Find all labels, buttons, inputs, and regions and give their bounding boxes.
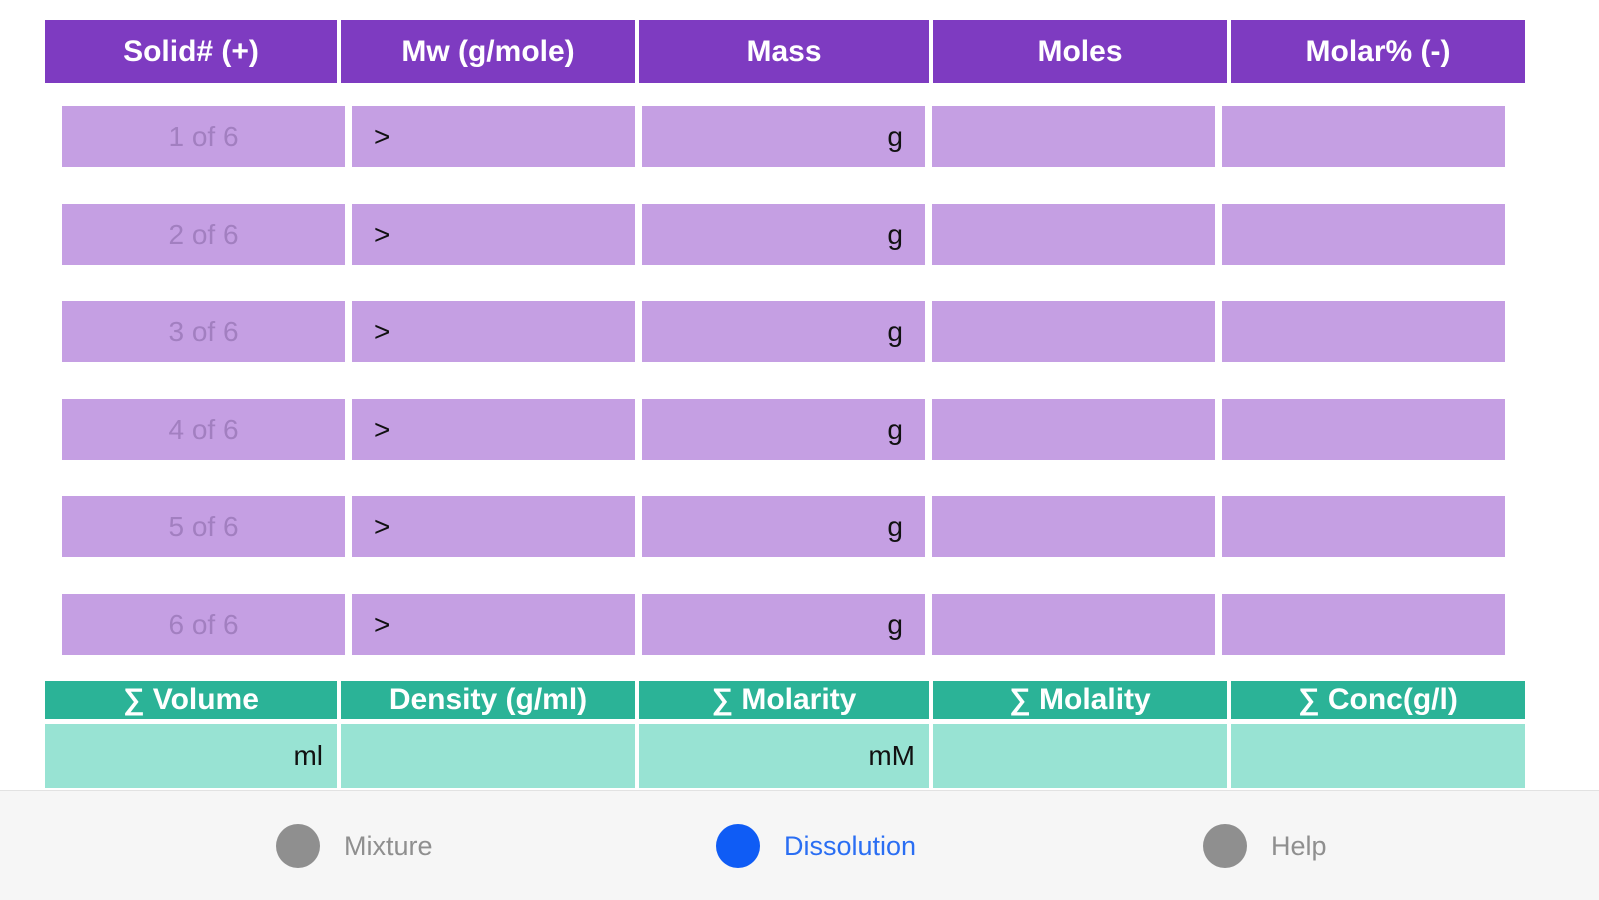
- moles-cell: [932, 204, 1215, 265]
- tab-help[interactable]: Help: [1203, 791, 1327, 900]
- molar-percent-cell: [1222, 594, 1505, 655]
- mw-input[interactable]: >: [352, 399, 635, 460]
- solid-number-cell: 1 of 6: [62, 106, 345, 167]
- circle-icon: [716, 824, 760, 868]
- summary-header-volume: ∑ Volume: [45, 681, 337, 719]
- moles-cell: [932, 594, 1215, 655]
- molality-value: [933, 724, 1227, 788]
- table-row: 3 of 6 > g: [62, 301, 1505, 362]
- molar-percent-cell: [1222, 399, 1505, 460]
- molarity-input[interactable]: mM: [639, 724, 929, 788]
- mass-input[interactable]: g: [642, 204, 925, 265]
- circle-icon: [276, 824, 320, 868]
- summary-header-density: Density (g/ml): [341, 681, 635, 719]
- molar-percent-cell: [1222, 301, 1505, 362]
- mw-input[interactable]: >: [352, 496, 635, 557]
- summary-values-row: ml mM: [45, 724, 1525, 788]
- mass-input[interactable]: g: [642, 106, 925, 167]
- table-row: 2 of 6 > g: [62, 204, 1505, 265]
- molar-percent-cell: [1222, 496, 1505, 557]
- tab-bar: Mixture Dissolution Help: [0, 790, 1599, 900]
- tab-label: Help: [1271, 830, 1327, 861]
- mw-input[interactable]: >: [352, 301, 635, 362]
- molar-percent-cell: [1222, 204, 1505, 265]
- mass-input[interactable]: g: [642, 301, 925, 362]
- solid-number-cell: 3 of 6: [62, 301, 345, 362]
- header-mass: Mass: [639, 20, 929, 83]
- tab-label: Mixture: [344, 830, 433, 861]
- header-mw: Mw (g/mole): [341, 20, 635, 83]
- solid-number-cell: 2 of 6: [62, 204, 345, 265]
- volume-input[interactable]: ml: [45, 724, 337, 788]
- solid-number-cell: 4 of 6: [62, 399, 345, 460]
- density-input[interactable]: [341, 724, 635, 788]
- tab-mixture[interactable]: Mixture: [276, 791, 433, 900]
- summary-header-molarity: ∑ Molarity: [639, 681, 929, 719]
- mass-input[interactable]: g: [642, 399, 925, 460]
- mass-input[interactable]: g: [642, 594, 925, 655]
- moles-cell: [932, 496, 1215, 557]
- molar-percent-cell: [1222, 106, 1505, 167]
- solid-number-cell: 6 of 6: [62, 594, 345, 655]
- concentration-value: [1231, 724, 1525, 788]
- table-row: 1 of 6 > g: [62, 106, 1505, 167]
- summary-header-molality: ∑ Molality: [933, 681, 1227, 719]
- moles-cell: [932, 399, 1215, 460]
- solids-header-row: Solid# (+) Mw (g/mole) Mass Moles Molar%…: [45, 20, 1525, 83]
- mw-input[interactable]: >: [352, 106, 635, 167]
- mass-input[interactable]: g: [642, 496, 925, 557]
- table-row: 6 of 6 > g: [62, 594, 1505, 655]
- tab-dissolution[interactable]: Dissolution: [716, 791, 916, 900]
- summary-header-concentration: ∑ Conc(g/l): [1231, 681, 1525, 719]
- table-row: 4 of 6 > g: [62, 399, 1505, 460]
- header-solid-number[interactable]: Solid# (+): [45, 20, 337, 83]
- header-moles: Moles: [933, 20, 1227, 83]
- table-row: 5 of 6 > g: [62, 496, 1505, 557]
- solid-number-cell: 5 of 6: [62, 496, 345, 557]
- mw-input[interactable]: >: [352, 594, 635, 655]
- tab-label: Dissolution: [784, 830, 917, 861]
- summary-header-row: ∑ Volume Density (g/ml) ∑ Molarity ∑ Mol…: [45, 681, 1525, 719]
- circle-icon: [1203, 824, 1247, 868]
- header-molar-percent[interactable]: Molar% (-): [1231, 20, 1525, 83]
- moles-cell: [932, 301, 1215, 362]
- mw-input[interactable]: >: [352, 204, 635, 265]
- moles-cell: [932, 106, 1215, 167]
